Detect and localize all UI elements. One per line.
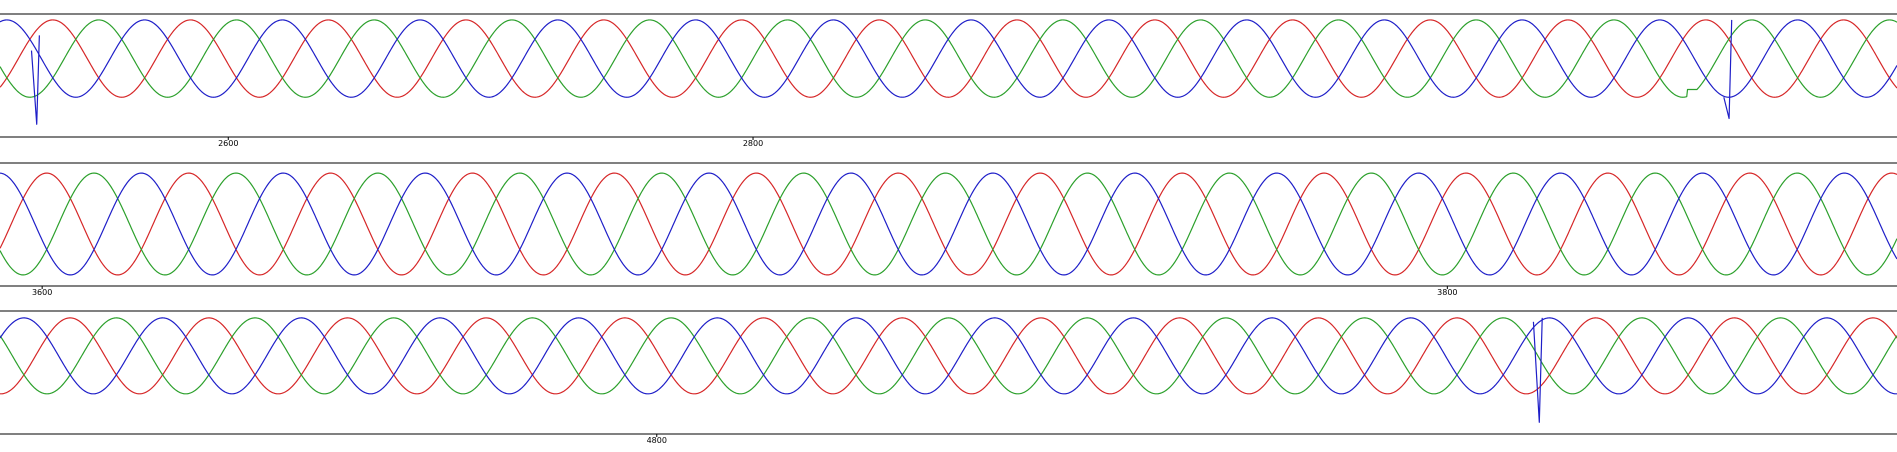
chart-panel-2: 3600 3800 — [0, 162, 1897, 297]
chart-panel-3: 4800 — [0, 310, 1897, 445]
spike-phase-c-0 — [1532, 317, 1543, 423]
x-tick-label: 4800 — [647, 436, 667, 445]
x-tick-label: 2800 — [743, 139, 763, 148]
series-line-phase-a — [0, 317, 1897, 395]
x-tick-label: 3800 — [1437, 288, 1457, 297]
series-line-phase-b — [0, 317, 1897, 395]
series-line-phase-c — [0, 172, 1897, 276]
series-line-phase-c — [0, 317, 1897, 395]
series-line-phase-a — [0, 172, 1897, 276]
series-line-phase-b — [0, 19, 1897, 98]
x-tick-label: 3600 — [32, 288, 52, 297]
series-line-phase-c — [0, 19, 1897, 98]
series-line-phase-b — [0, 172, 1897, 276]
spike-phase-c-0 — [30, 35, 40, 125]
chart-panel-1: 2600 2800 — [0, 13, 1897, 148]
series-line-phase-a — [0, 19, 1897, 98]
spike-phase-c-1 — [1723, 19, 1733, 120]
x-tick-label: 2600 — [218, 139, 238, 148]
